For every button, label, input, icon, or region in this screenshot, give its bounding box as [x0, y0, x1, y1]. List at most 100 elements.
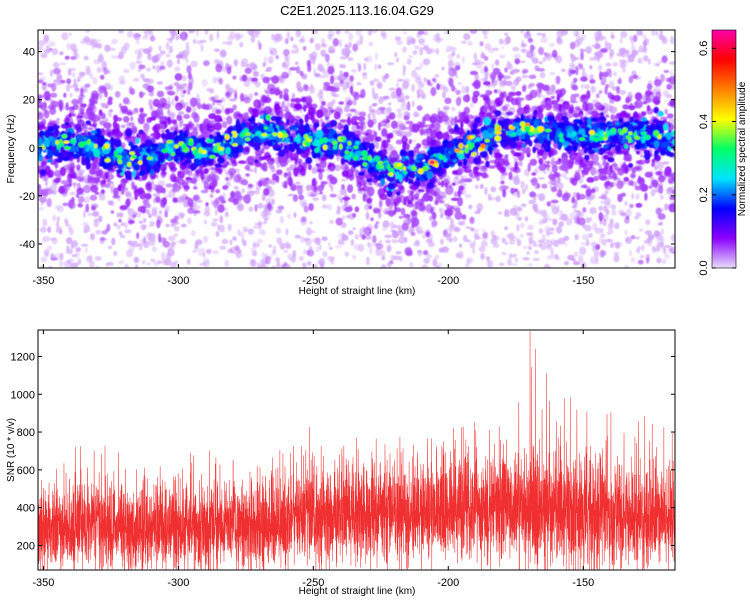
heatmap-cell: [135, 60, 143, 64]
heatmap-cell: [51, 100, 59, 108]
heatmap-cell: [249, 30, 258, 36]
heatmap-cell: [404, 236, 408, 244]
heatmap-cell: [542, 56, 546, 63]
heatmap-cell: [344, 206, 353, 213]
heatmap-cell: [403, 115, 410, 121]
heatmap-cell: [397, 78, 405, 82]
heatmap-cell: [148, 213, 152, 218]
heatmap-cell: [502, 39, 510, 46]
heatmap-cell: [458, 243, 463, 248]
heatmap-cell: [477, 208, 481, 214]
heatmap-cell: [538, 228, 544, 234]
heatmap-cell: [168, 111, 176, 119]
heatmap-cell: [111, 55, 117, 59]
heatmap-cell: [651, 162, 655, 168]
heatmap-cell: [196, 93, 200, 102]
heatmap-cell: [215, 189, 221, 194]
heatmap-cell: [494, 236, 500, 240]
heatmap-cell: [150, 258, 156, 263]
heatmap-cell: [521, 74, 529, 79]
heatmap-cell: [64, 121, 70, 126]
heatmap-cell: [89, 163, 94, 170]
heatmap-cell: [389, 196, 395, 207]
heatmap-cell: [457, 169, 462, 176]
heatmap-cell: [504, 32, 509, 36]
heatmap-cell: [211, 174, 220, 182]
heatmap-cell: [58, 260, 64, 268]
heatmap-cell: [182, 90, 187, 94]
heatmap-cell: [536, 32, 543, 36]
heatmap-cell: [316, 163, 320, 167]
heatmap-cell: [398, 255, 403, 262]
heatmap-cell: [670, 233, 675, 242]
heatmap-cell: [172, 197, 178, 202]
heatmap-cell: [190, 230, 196, 237]
heatmap-cell: [69, 92, 73, 98]
heatmap-cell: [182, 83, 188, 87]
heatmap-cell: [425, 239, 433, 243]
heatmap-cell: [73, 50, 78, 58]
heatmap-cell: [341, 184, 345, 190]
heatmap-cell: [46, 198, 52, 208]
heatmap-cell: [553, 239, 559, 248]
heatmap-cell: [629, 250, 632, 257]
heatmap-cell: [276, 169, 283, 175]
heatmap-cell: [498, 262, 505, 267]
heatmap-cell: [358, 120, 366, 126]
heatmap-cell: [337, 207, 341, 213]
heatmap-cell: [96, 66, 102, 73]
heatmap-cell: [500, 180, 505, 185]
heatmap-cell: [551, 164, 558, 174]
heatmap-cell: [531, 172, 537, 176]
heatmap-cell: [40, 256, 48, 263]
heatmap-cell: [484, 35, 488, 39]
heatmap-cell: [425, 231, 431, 238]
heatmap-cell: [527, 38, 534, 43]
heatmap-cell: [373, 78, 379, 82]
heatmap-cell: [526, 30, 530, 36]
heatmap-cell: [138, 64, 146, 70]
heatmap-cell: [483, 81, 491, 86]
heatmap-cell: [639, 254, 645, 259]
heatmap-cell: [260, 179, 267, 187]
heatmap-cell: [167, 90, 176, 96]
heatmap-cell: [373, 208, 381, 214]
heatmap-cell: [354, 233, 360, 240]
heatmap-cell: [105, 262, 110, 267]
heatmap-cell: [327, 241, 331, 247]
heatmap-cell: [175, 36, 179, 41]
heatmap-cell: [78, 198, 86, 204]
heatmap-cell: [69, 172, 77, 179]
heatmap-cell: [144, 193, 152, 200]
heatmap-cell: [483, 231, 488, 236]
heatmap-cell: [397, 111, 403, 119]
heatmap-cell: [302, 249, 308, 255]
heatmap-cell: [166, 245, 173, 251]
heatmap-cell: [466, 162, 471, 172]
heatmap-cell: [295, 30, 301, 38]
heatmap-cell: [586, 90, 591, 100]
heatmap-cell: [72, 104, 79, 110]
heatmap-cell: [328, 174, 333, 180]
heatmap-cell: [288, 68, 292, 77]
heatmap-cell: [356, 82, 362, 86]
heatmap-cell: [354, 121, 359, 126]
heatmap-cell: [403, 213, 411, 219]
heatmap-cell: [241, 147, 250, 155]
heatmap-cell: [438, 200, 445, 204]
heatmap-cell: [90, 90, 99, 100]
heatmap-cell: [107, 131, 114, 138]
heatmap-cell: [329, 193, 337, 198]
heatmap-cell: [263, 56, 268, 64]
heatmap-cell: [306, 59, 312, 67]
heatmap-cell: [637, 159, 646, 165]
heatmap-cell: [368, 242, 374, 248]
heatmap-cell: [670, 196, 675, 201]
heatmap-cell: [653, 79, 662, 87]
heatmap-cell: [281, 71, 289, 79]
heatmap-cell: [225, 176, 229, 181]
heatmap-cell: [651, 30, 656, 37]
heatmap-cell: [470, 227, 475, 231]
heatmap-cell: [642, 41, 646, 45]
heatmap-cell: [118, 75, 126, 83]
